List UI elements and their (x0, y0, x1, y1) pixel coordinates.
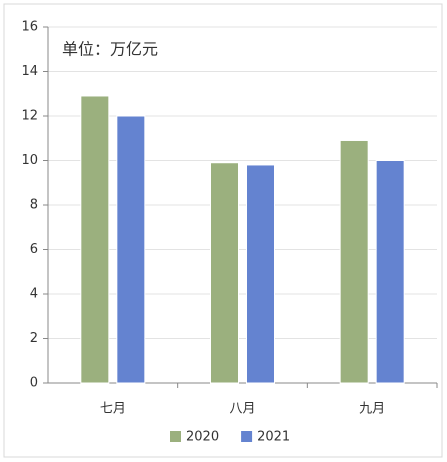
y-tick-label: 16 (21, 20, 38, 35)
legend-swatch (170, 431, 181, 442)
y-tick-label: 10 (21, 153, 38, 168)
y-tick-label: 2 (30, 331, 38, 346)
x-tick-label: 八月 (229, 402, 255, 417)
bar (210, 162, 239, 384)
bar (116, 115, 146, 384)
y-tick-label: 6 (30, 242, 38, 257)
x-tick-label: 七月 (100, 402, 126, 417)
y-tick-label: 12 (21, 109, 38, 124)
bar (375, 160, 405, 384)
y-tick-label: 0 (30, 376, 38, 391)
bar (339, 139, 369, 384)
legend-swatch (241, 431, 253, 442)
bar (246, 164, 275, 384)
annotation: 单位：万亿元 (62, 40, 158, 59)
x-tick-label: 九月 (359, 402, 385, 417)
y-tick-label: 14 (21, 64, 38, 79)
legend-label: 2020 (186, 430, 219, 445)
y-tick-label: 8 (30, 198, 38, 213)
legend-label: 2021 (257, 430, 290, 445)
y-tick-label: 4 (30, 287, 38, 302)
bar (80, 95, 110, 384)
